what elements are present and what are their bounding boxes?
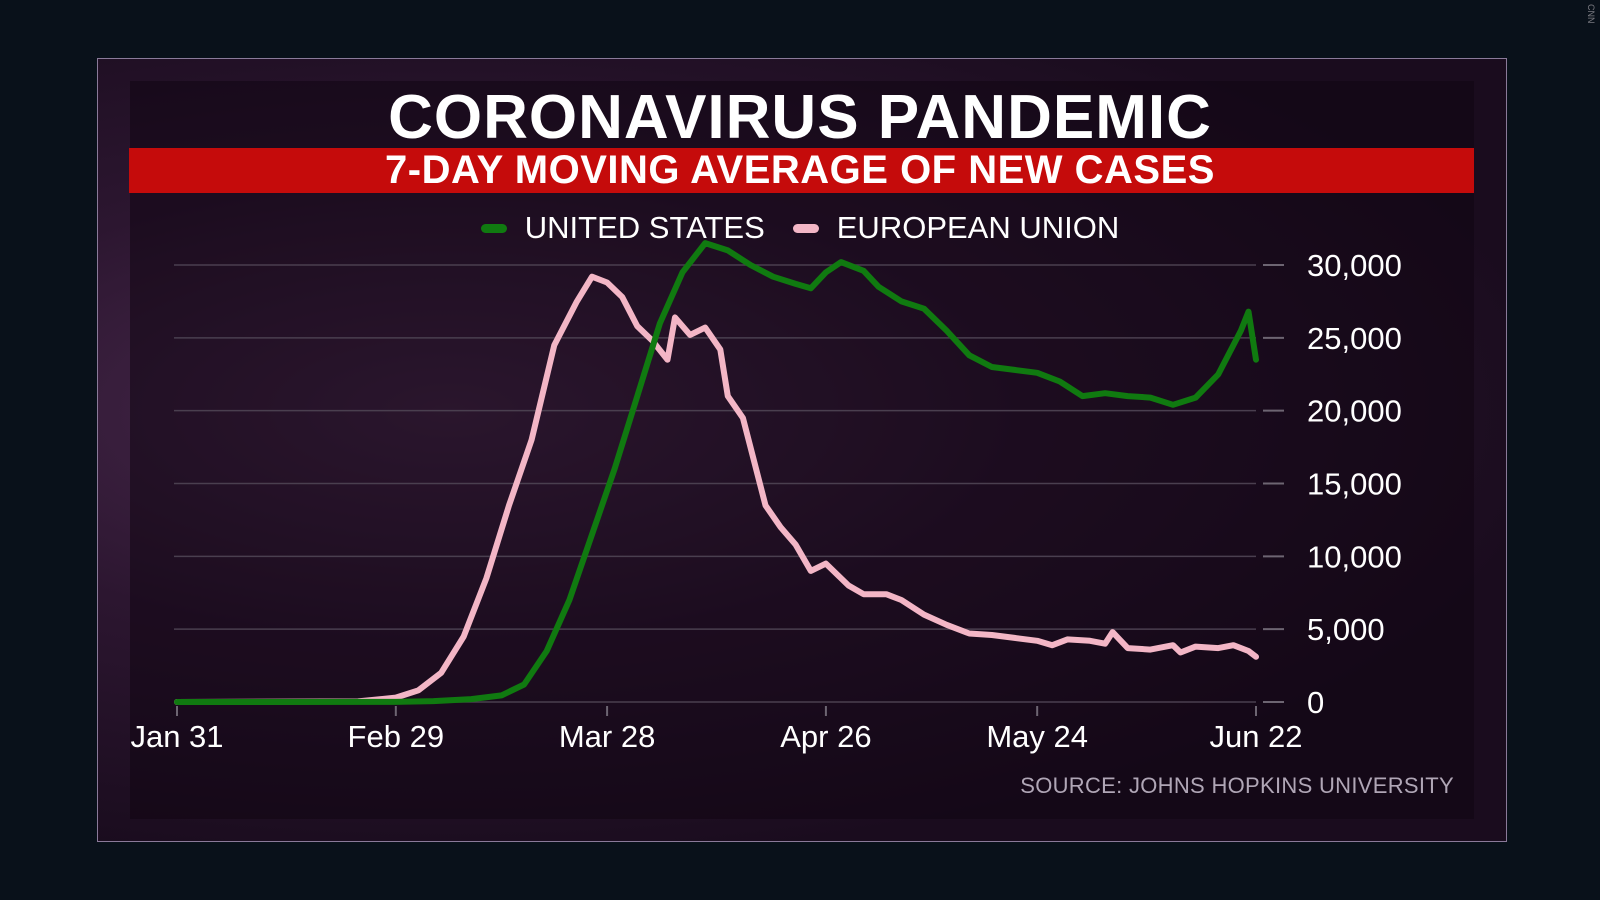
x-tick-label: Jun 22: [1209, 719, 1302, 754]
legend-swatch-european-union: [792, 223, 819, 233]
x-tick-label: May 24: [986, 719, 1088, 754]
series-line-european-union: [174, 273, 1259, 705]
y-tick-label: 10,000: [1307, 539, 1402, 574]
x-tick-label: Mar 28: [559, 719, 655, 754]
x-tick-label: Apr 26: [780, 719, 871, 754]
legend-item-united-states: UNITED STATES: [480, 210, 765, 246]
source-note: SOURCE: JOHNS HOPKINS UNIVERSITY: [1020, 773, 1454, 798]
y-tick-label: 30,000: [1307, 248, 1402, 283]
y-tick-label: 15,000: [1307, 467, 1402, 502]
chart-inner-panel: [130, 81, 1474, 819]
y-tick-label: 25,000: [1307, 321, 1402, 356]
x-tick-label: Jan 31: [130, 719, 223, 754]
legend-label-european-union: EUROPEAN UNION: [836, 210, 1120, 245]
legend-item-european-union: EUROPEAN UNION: [792, 210, 1120, 246]
chart-subtitle: 7-DAY MOVING AVERAGE OF NEW CASES: [385, 148, 1215, 192]
y-tick-label: 20,000: [1307, 394, 1402, 429]
series-lines: [174, 240, 1259, 705]
legend: UNITED STATES EUROPEAN UNION: [0, 208, 1600, 248]
network-watermark: CNN: [1586, 4, 1596, 24]
axes: 0 5,000 10,000 15,000 20,000 25,000 30,000 Jan …: [130, 248, 1401, 754]
subtitle-banner: [129, 148, 1474, 193]
legend-swatch-united-states: [480, 223, 507, 233]
legend-label-united-states: UNITED STATES: [524, 210, 765, 245]
y-tick-label: 5,000: [1307, 612, 1385, 647]
chart-title: CORONAVIRUS PANDEMIC: [388, 83, 1212, 152]
gridlines: [174, 264, 1256, 703]
y-tick-label: 0: [1307, 685, 1324, 720]
series-line-united-states: [174, 240, 1259, 705]
x-tick-label: Feb 29: [348, 719, 445, 754]
